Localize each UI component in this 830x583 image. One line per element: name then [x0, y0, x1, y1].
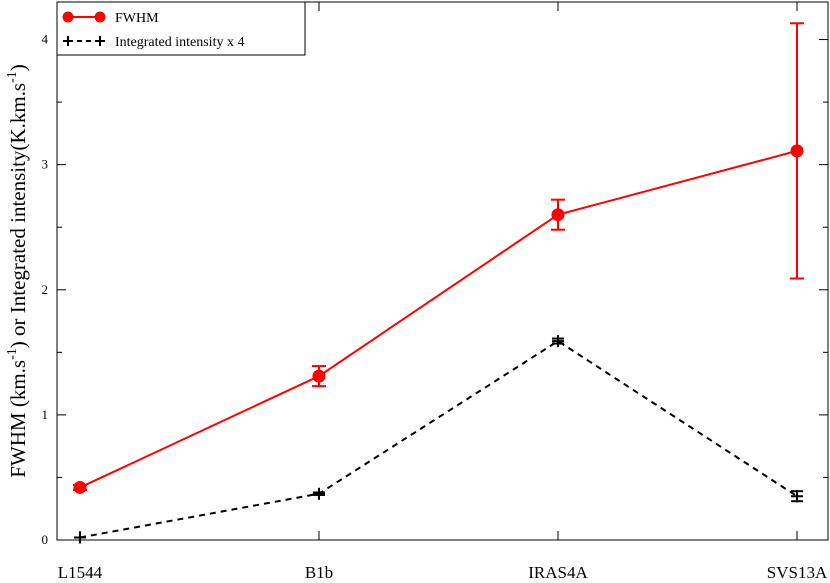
legend-box [56, 1, 306, 56]
legend-intensity-marker-right [95, 36, 105, 46]
data-point [790, 144, 804, 158]
y-tick-label: 3 [42, 157, 49, 172]
legend-intensity-label: Integrated intensity x 4 [115, 35, 244, 50]
y-tick-label: 4 [42, 32, 49, 47]
x-category-label: SVS13A [767, 563, 828, 582]
y-axis-title-part1: FWHM (km.s [6, 360, 30, 478]
y-axis-title-sup2: -1 [5, 71, 20, 83]
series-fwhm [73, 22, 804, 494]
y-tick-label: 1 [42, 407, 49, 422]
data-point [73, 480, 87, 494]
plot-frame [56, 1, 829, 541]
legend-fwhm-label: FWHM [115, 11, 159, 26]
y-axis-title-part3: ) [6, 64, 30, 71]
data-point [551, 208, 565, 222]
legend-intensity-marker-left [63, 36, 73, 46]
legend: FWHM Integrated intensity x 4 [56, 1, 306, 56]
series-line [79, 149, 798, 489]
x-category-label: IRAS4A [528, 563, 588, 582]
y-axis-title: FWHM (km.s-1) or Integrated intensity(K.… [5, 64, 30, 478]
series-layer [73, 22, 804, 544]
x-ticks: L1544 B1b IRAS4A SVS13A [58, 2, 828, 582]
x-category-label: B1b [305, 563, 333, 582]
data-point [313, 487, 325, 500]
data-point [791, 490, 803, 503]
series-line [79, 339, 798, 539]
y-axis-title-part2: ) or Integrated intensity(K.km.s [6, 83, 30, 348]
legend-fwhm-marker-left [62, 11, 74, 23]
y-ticks: 0 1 2 3 4 [42, 32, 828, 547]
y-axis-title-sup1: -1 [5, 348, 20, 360]
data-point [312, 369, 326, 383]
legend-fwhm-marker-right [94, 11, 106, 23]
data-point [552, 335, 564, 348]
series-integrated-intensity [74, 335, 803, 544]
data-point [74, 531, 86, 544]
x-category-label: L1544 [58, 563, 103, 582]
y-tick-label: 2 [42, 282, 49, 297]
y-tick-label: 0 [42, 532, 49, 547]
